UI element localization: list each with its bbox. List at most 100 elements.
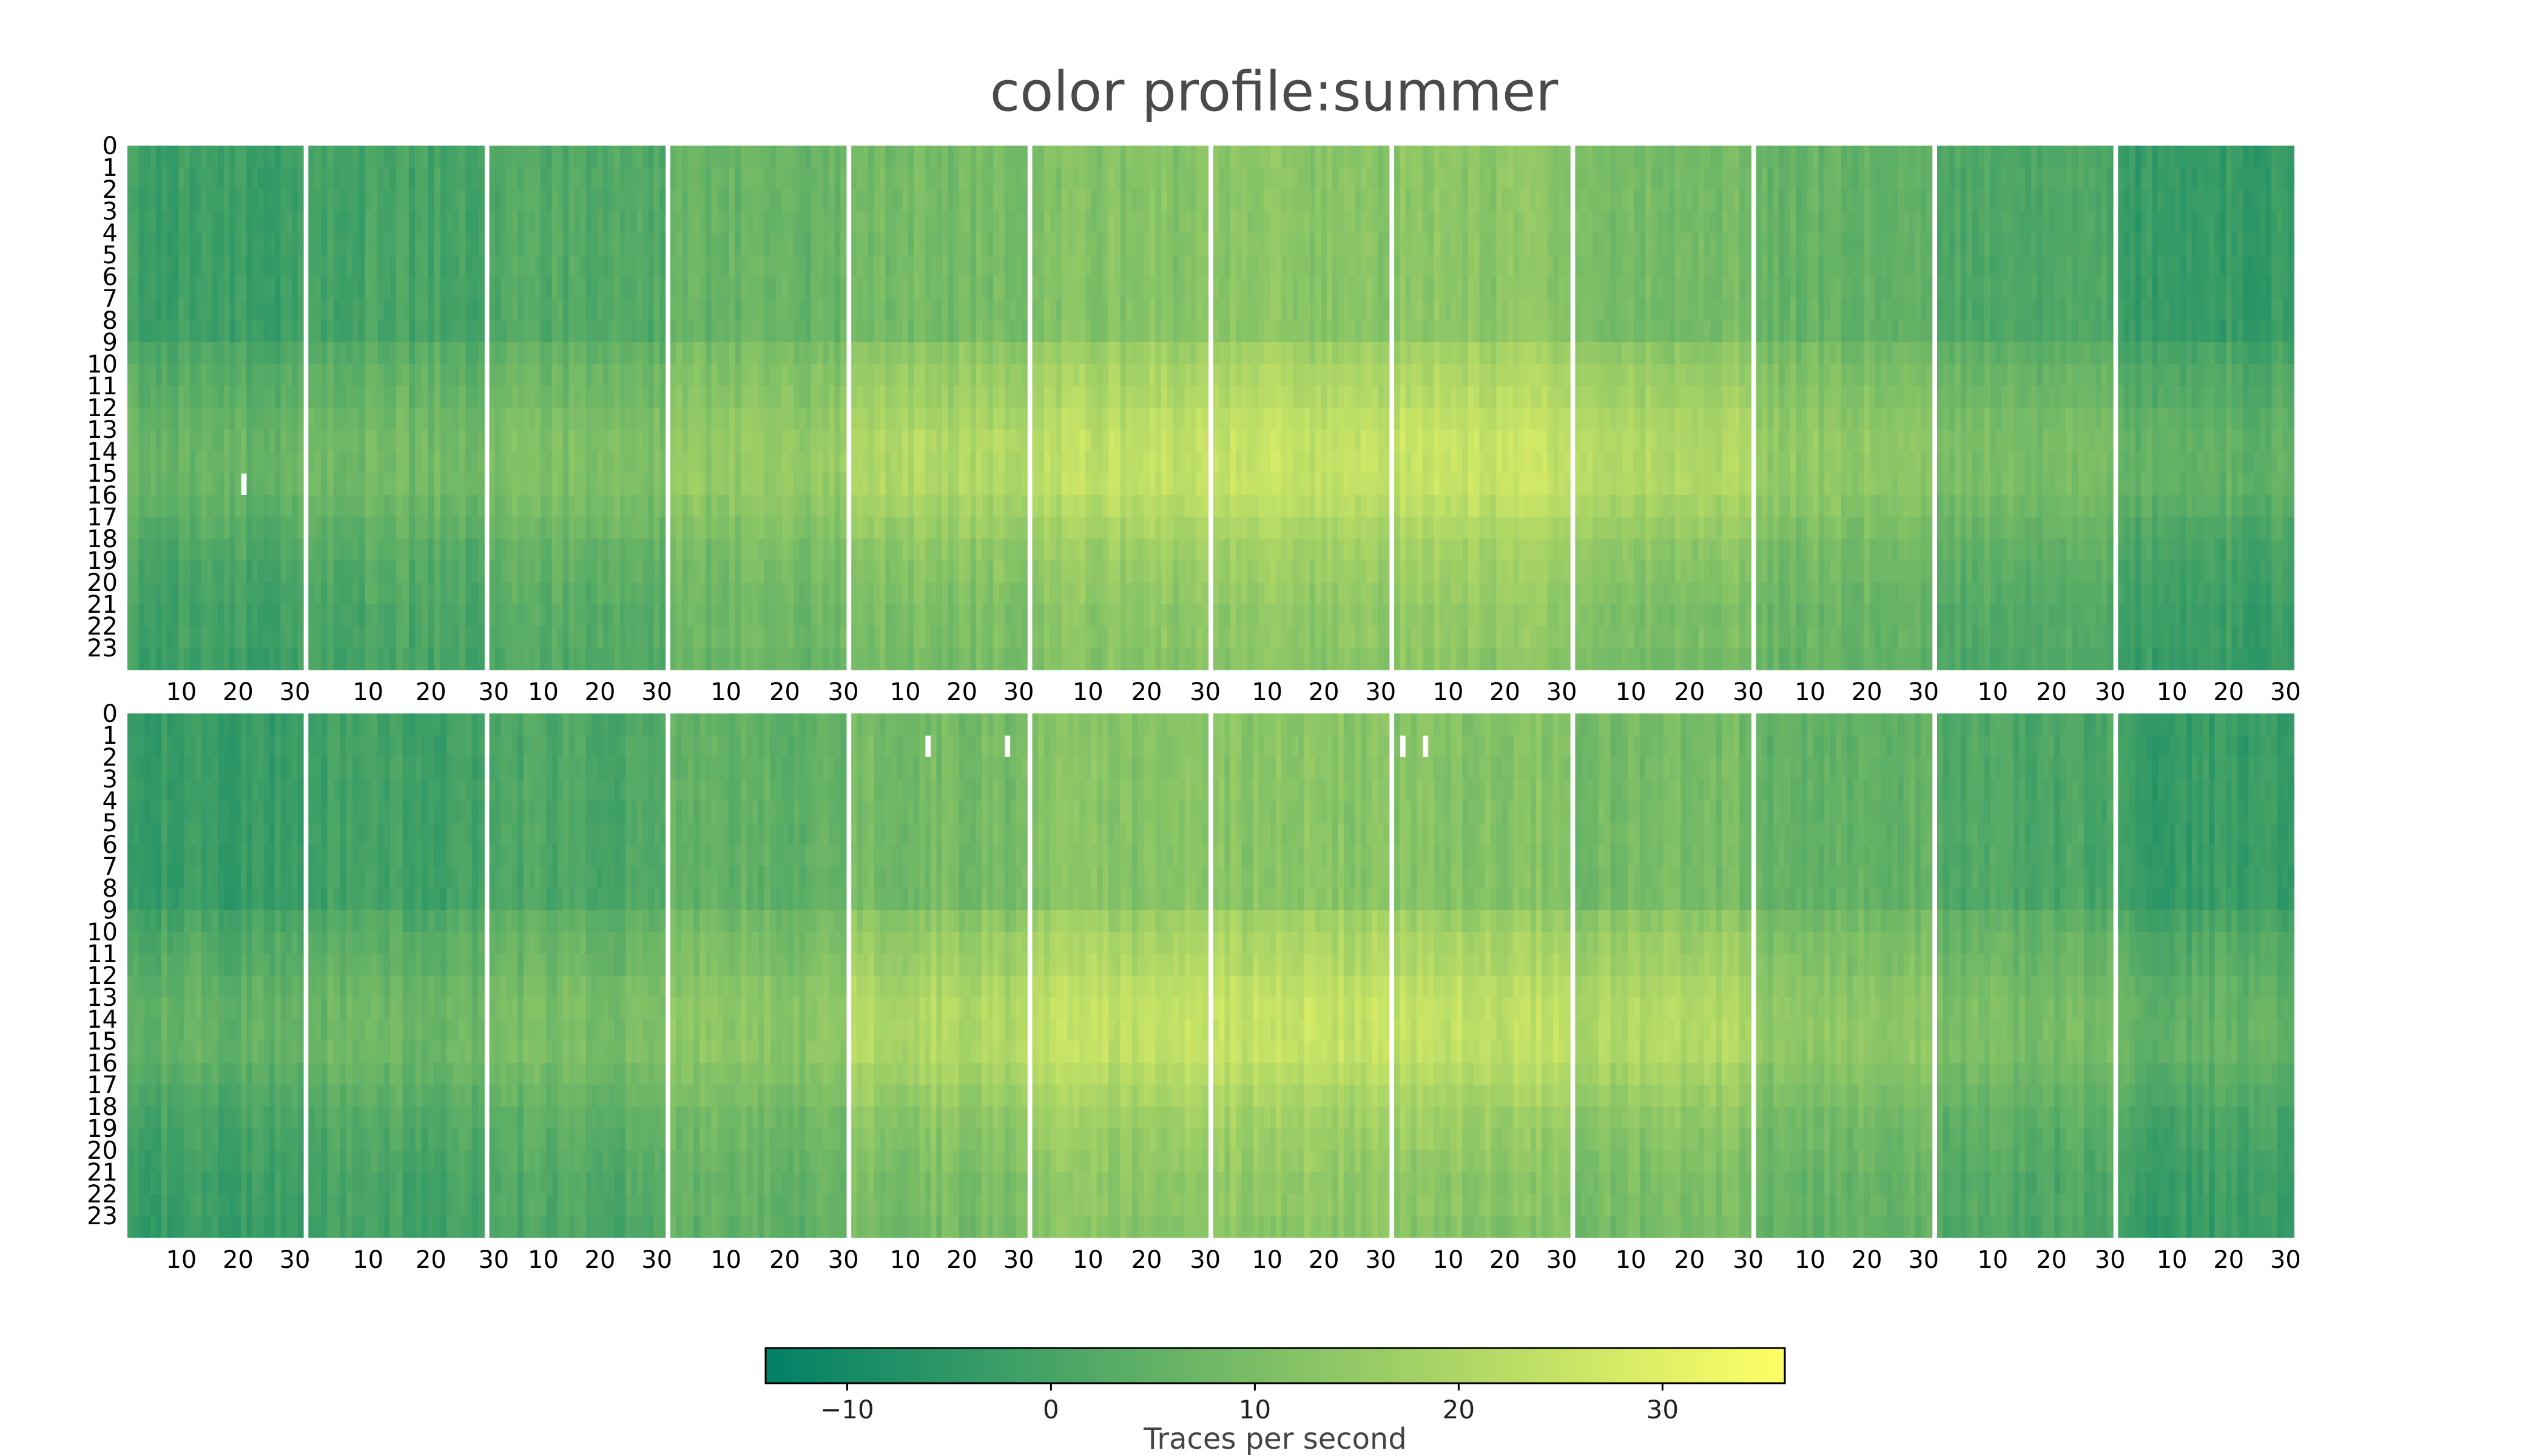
heatmap-cell (1304, 495, 1310, 517)
heatmap-cell (1120, 189, 1127, 212)
heatmap-cell (506, 189, 513, 212)
heatmap-cell (453, 473, 460, 496)
heatmap-cell (275, 495, 281, 517)
heatmap-cell (477, 211, 485, 234)
heatmap-cell (682, 255, 689, 277)
heatmap-cell (705, 539, 712, 561)
heatmap-cell (421, 298, 428, 321)
heatmap-cell (925, 451, 931, 474)
heatmap-cell (477, 561, 485, 583)
heatmap-cell (811, 408, 818, 430)
heatmap-cell (959, 626, 965, 649)
heatmap-cell (959, 430, 965, 452)
heatmap-cell (752, 473, 759, 496)
heatmap-cell (1126, 451, 1133, 474)
heatmap-cell (551, 495, 558, 517)
heatmap-cell (308, 561, 315, 583)
heatmap-cell (540, 561, 547, 583)
heatmap-cell (631, 364, 638, 386)
heatmap-cell (874, 473, 880, 496)
heatmap-cell (1155, 517, 1162, 539)
heatmap-cell (551, 561, 558, 583)
heatmap-cell (574, 277, 581, 299)
heatmap-cell (1167, 386, 1174, 408)
heatmap-cell (263, 146, 270, 168)
heatmap-cell (1219, 386, 1225, 408)
heatmap-cell (1332, 408, 1339, 430)
heatmap-cell (642, 364, 649, 386)
heatmap-cell (340, 561, 347, 583)
heatmap-cell (1043, 495, 1051, 517)
heatmap-cell (775, 167, 783, 190)
heatmap-cell (189, 473, 196, 496)
heatmap-cell (1155, 561, 1162, 583)
heatmap-cell (258, 539, 265, 561)
heatmap-cell (965, 430, 971, 452)
heatmap-cell (1073, 539, 1080, 561)
heatmap-cell (1010, 255, 1017, 277)
heatmap-cell (1073, 189, 1080, 212)
heatmap-cell (383, 255, 391, 277)
heatmap-cell (993, 277, 1000, 299)
heatmap-cell (976, 604, 982, 627)
heatmap-cell (340, 473, 347, 496)
heatmap-cell (1056, 342, 1062, 365)
heatmap-cell (1091, 255, 1097, 277)
heatmap-cell (1236, 604, 1242, 627)
heatmap-cell (1253, 582, 1259, 605)
heatmap-cell (447, 386, 454, 408)
heatmap-cell (465, 561, 473, 583)
heatmap-cell (359, 320, 366, 343)
heatmap-cell (775, 604, 783, 627)
heatmap-cell (359, 167, 366, 190)
heatmap-cell (793, 320, 800, 343)
heatmap-cell (919, 211, 926, 234)
heatmap-cell (999, 539, 1005, 561)
heatmap-cell (1247, 189, 1253, 212)
heatmap-cell (868, 233, 875, 255)
heatmap-cell (1315, 386, 1322, 408)
heatmap-cell (477, 233, 485, 255)
heatmap-cell (959, 189, 965, 212)
heatmap-cell (770, 320, 777, 343)
heatmap-cell (625, 451, 632, 474)
heatmap-cell (201, 582, 207, 605)
heatmap-cell (494, 582, 501, 605)
heatmap-cell (409, 451, 416, 474)
heatmap-cell (817, 277, 823, 299)
heatmap-cell (178, 255, 185, 277)
heatmap-cell (902, 495, 909, 517)
heatmap-cell (1085, 539, 1091, 561)
heatmap-cell (1144, 408, 1150, 430)
heatmap-cell (189, 364, 196, 386)
heatmap-cell (1167, 495, 1174, 517)
heatmap-cell (676, 189, 682, 212)
heatmap-cell (402, 430, 410, 452)
heatmap-cell (308, 648, 315, 670)
heatmap-cell (195, 451, 202, 474)
heatmap-cell (1230, 582, 1236, 605)
heatmap-cell (500, 604, 507, 627)
heatmap-cell (631, 539, 638, 561)
heatmap-cell (235, 539, 241, 561)
heatmap-cell (1224, 495, 1231, 517)
heatmap-cell (523, 189, 530, 212)
heatmap-cell (770, 517, 777, 539)
heatmap-cell (428, 561, 435, 583)
heatmap-cell (252, 626, 258, 649)
heatmap-cell (625, 146, 632, 168)
heatmap-cell (308, 408, 315, 430)
heatmap-cell (908, 626, 914, 649)
heatmap-cell (447, 233, 454, 255)
heatmap-cell (144, 539, 151, 561)
heatmap-cell (167, 473, 174, 496)
heatmap-cell (625, 386, 632, 408)
heatmap-cell (546, 495, 553, 517)
heatmap-cell (377, 561, 385, 583)
heatmap-cell (1067, 517, 1074, 539)
heatmap-cell (1236, 255, 1242, 277)
heatmap-cell (314, 495, 322, 517)
heatmap-cell (340, 386, 347, 408)
heatmap-cell (246, 451, 253, 474)
heatmap-cell (936, 364, 943, 386)
